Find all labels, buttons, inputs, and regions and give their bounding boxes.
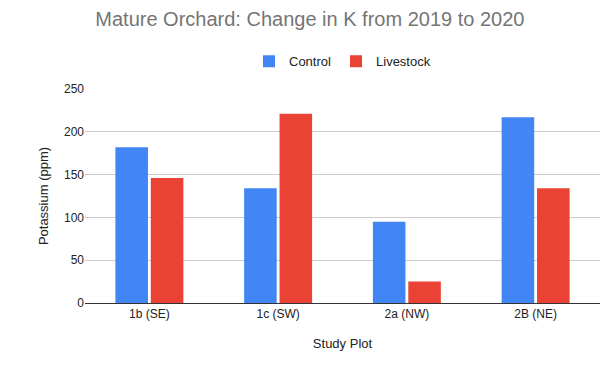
svg-text:Potassium (ppm): Potassium (ppm) <box>36 147 51 245</box>
svg-text:200: 200 <box>64 125 84 139</box>
svg-text:0: 0 <box>77 296 84 310</box>
svg-text:100: 100 <box>64 211 84 225</box>
svg-text:Livestock: Livestock <box>376 54 431 69</box>
svg-text:250: 250 <box>64 82 84 96</box>
svg-text:Mature Orchard: Change in K fr: Mature Orchard: Change in K from 2019 to… <box>95 8 524 30</box>
svg-text:2a (NW): 2a (NW) <box>385 307 430 321</box>
svg-text:2B (NE): 2B (NE) <box>514 307 557 321</box>
svg-text:Study Plot: Study Plot <box>313 336 373 351</box>
svg-text:1c (SW): 1c (SW) <box>256 307 299 321</box>
svg-text:50: 50 <box>71 253 85 267</box>
svg-text:1b (SE): 1b (SE) <box>129 307 170 321</box>
svg-text:Control: Control <box>289 54 331 69</box>
svg-text:150: 150 <box>64 168 84 182</box>
